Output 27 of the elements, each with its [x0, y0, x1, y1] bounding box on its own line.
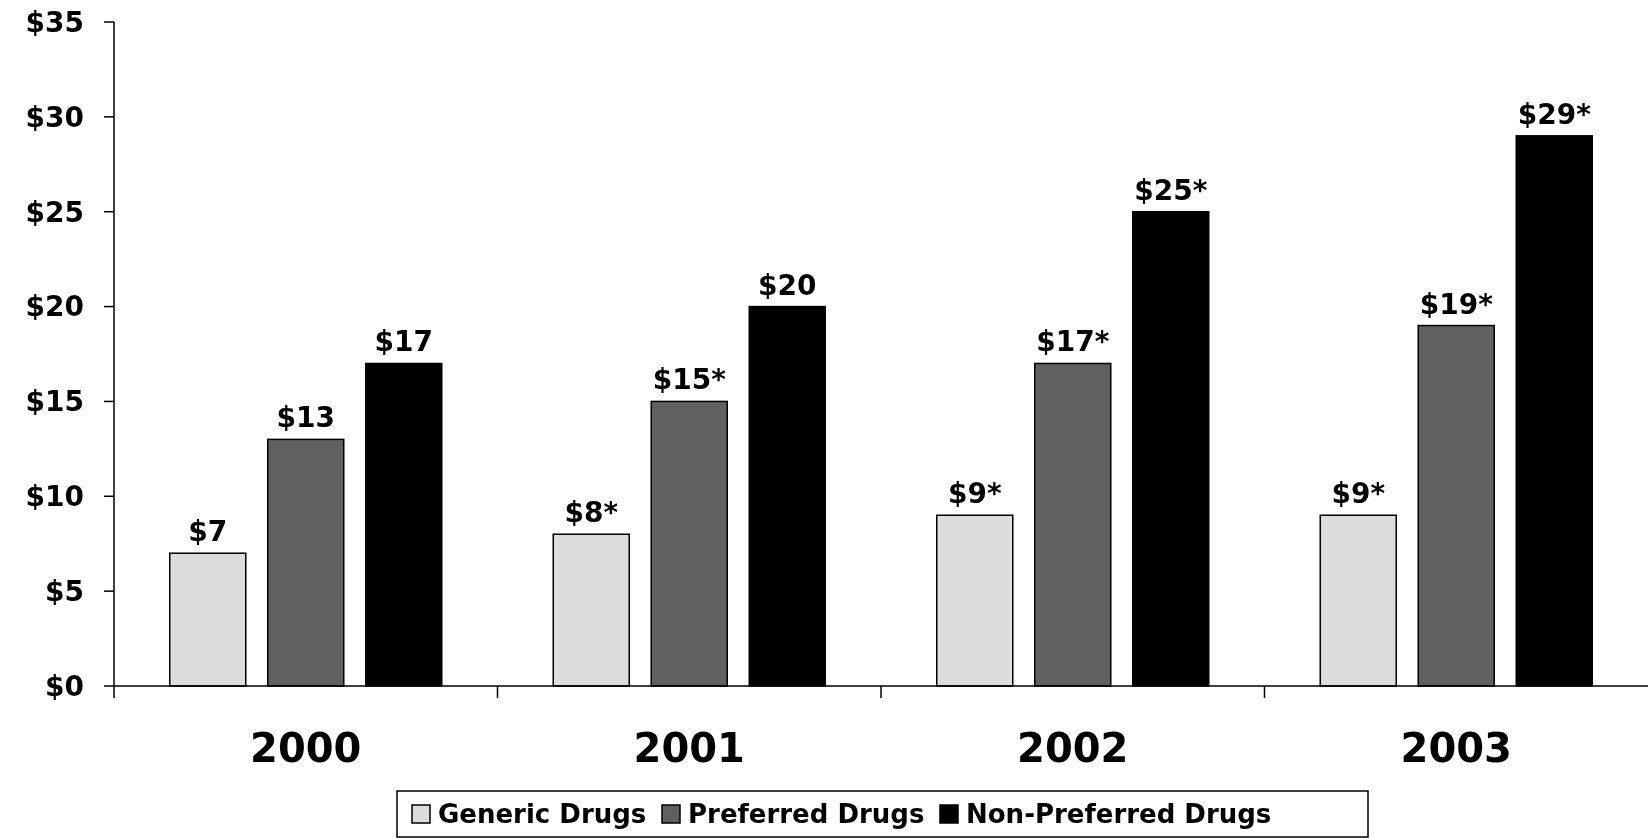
legend-label: Non-Preferred Drugs [966, 799, 1272, 830]
legend-label: Generic Drugs [438, 799, 647, 830]
data-label: $9* [947, 477, 1002, 511]
y-tick-label: $25 [25, 195, 84, 229]
data-label: $17* [1036, 325, 1110, 359]
data-label: $29* [1517, 97, 1592, 131]
y-tick-label: $0 [45, 669, 84, 703]
x-tick-label: 2001 [633, 725, 745, 771]
y-tick-label: $10 [25, 480, 84, 514]
data-label: $13 [276, 401, 335, 435]
data-label: $20 [758, 268, 817, 302]
y-tick-label: $20 [25, 290, 84, 324]
data-label: $19* [1419, 287, 1494, 321]
y-tick-label: $5 [45, 574, 84, 608]
data-label: $9* [1331, 477, 1386, 511]
y-tick-label: $35 [25, 5, 84, 39]
x-tick-label: 2002 [1017, 725, 1129, 771]
data-label: $7 [188, 515, 228, 549]
x-tick-label: 2003 [1400, 725, 1512, 771]
legend-label: Preferred Drugs [688, 799, 925, 830]
data-label: $15* [652, 363, 727, 397]
y-tick-label: $30 [25, 100, 84, 134]
data-label: $8* [564, 496, 619, 530]
x-tick-label: 2000 [250, 725, 362, 771]
data-label: $17 [374, 325, 433, 359]
y-tick-label: $15 [25, 385, 84, 419]
data-label: $25* [1134, 173, 1208, 207]
